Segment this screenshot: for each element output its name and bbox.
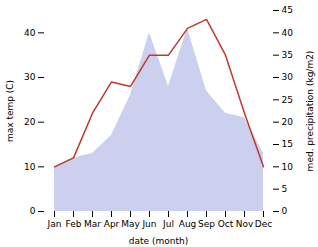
svg-text:45: 45 bbox=[282, 5, 293, 15]
svg-text:10: 10 bbox=[282, 162, 294, 172]
svg-text:0: 0 bbox=[30, 206, 36, 216]
svg-text:Nov: Nov bbox=[236, 219, 254, 229]
svg-text:Sep: Sep bbox=[198, 219, 215, 229]
svg-text:max temp (C): max temp (C) bbox=[5, 80, 15, 142]
svg-text:40: 40 bbox=[282, 28, 294, 38]
svg-text:Mar: Mar bbox=[84, 219, 101, 229]
svg-text:0: 0 bbox=[282, 206, 288, 216]
svg-text:25: 25 bbox=[282, 95, 293, 105]
svg-text:date (month): date (month) bbox=[129, 236, 188, 246]
svg-text:30: 30 bbox=[24, 72, 36, 82]
svg-text:Aug: Aug bbox=[179, 219, 197, 229]
svg-text:Jul: Jul bbox=[162, 219, 174, 229]
svg-text:30: 30 bbox=[282, 72, 294, 82]
svg-text:40: 40 bbox=[24, 28, 36, 38]
svg-text:Jun: Jun bbox=[141, 219, 156, 229]
svg-text:5: 5 bbox=[282, 184, 288, 194]
svg-text:20: 20 bbox=[24, 117, 36, 127]
svg-text:Oct: Oct bbox=[218, 219, 234, 229]
svg-text:Apr: Apr bbox=[104, 219, 120, 229]
svg-text:35: 35 bbox=[282, 50, 293, 60]
svg-text:10: 10 bbox=[24, 162, 36, 172]
svg-text:May: May bbox=[121, 219, 140, 229]
svg-text:15: 15 bbox=[282, 139, 293, 149]
svg-text:Jan: Jan bbox=[47, 219, 62, 229]
svg-text:20: 20 bbox=[282, 117, 294, 127]
svg-text:med. precipitation (kg/m2): med. precipitation (kg/m2) bbox=[305, 51, 315, 172]
svg-text:Dec: Dec bbox=[255, 219, 272, 229]
svg-text:Feb: Feb bbox=[66, 219, 82, 229]
